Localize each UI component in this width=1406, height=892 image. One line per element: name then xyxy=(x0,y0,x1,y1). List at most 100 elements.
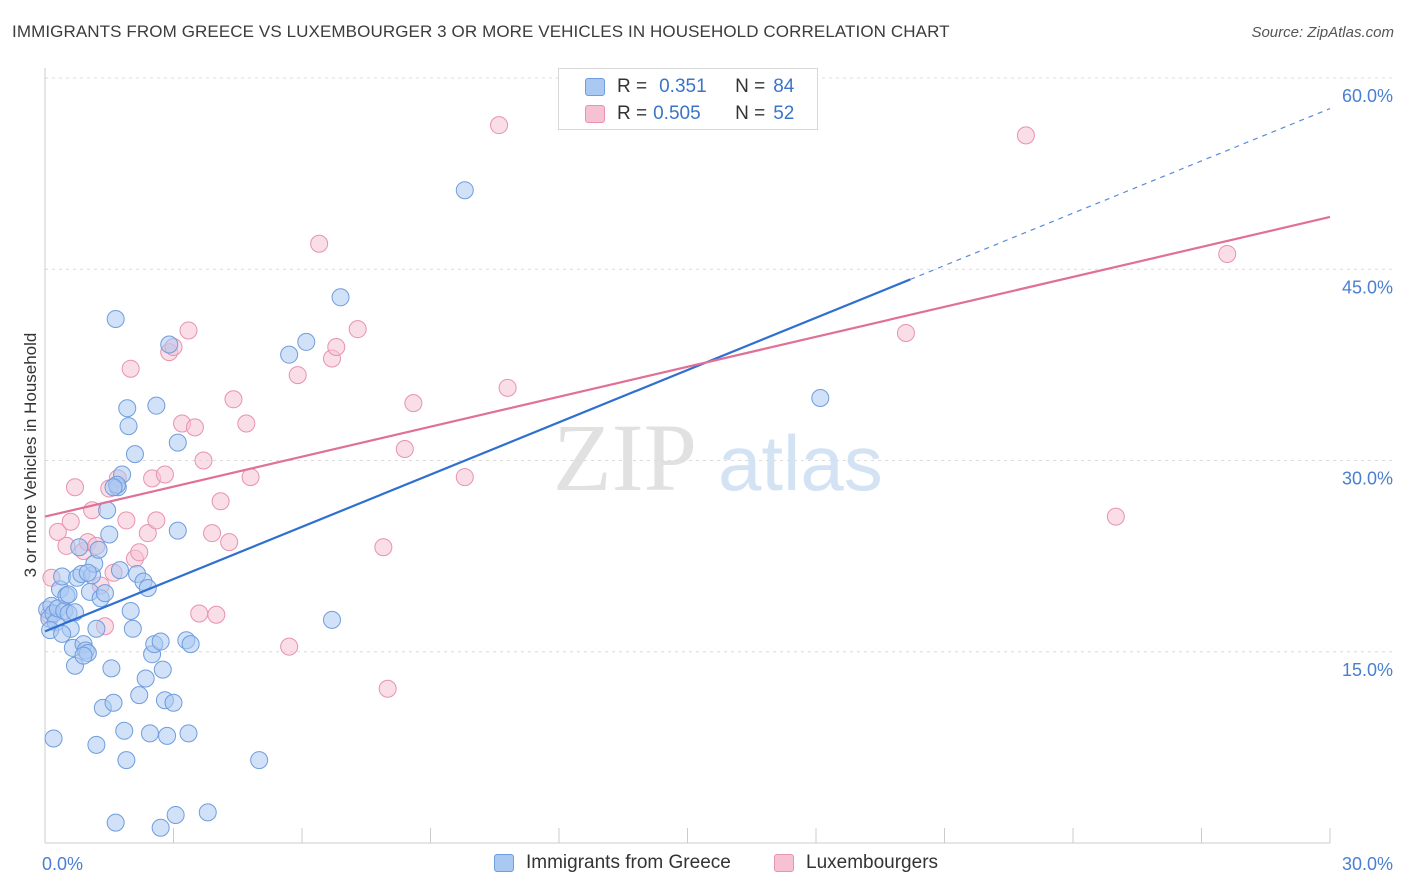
luxembourgers-point xyxy=(117,511,136,530)
legend-item-luxembourgers[interactable]: Luxembourgers xyxy=(774,852,938,874)
luxembourgers-point xyxy=(280,637,299,656)
luxembourgers-point xyxy=(211,492,230,511)
greece-point xyxy=(168,521,187,540)
luxembourgers-point xyxy=(395,440,414,459)
greece-point xyxy=(87,735,106,754)
watermark-atlas: atlas xyxy=(718,419,883,507)
greece-point xyxy=(118,399,137,418)
legend-r-label: R = xyxy=(617,76,648,97)
greece-point xyxy=(158,726,177,745)
greece-point xyxy=(179,724,198,743)
trend-lines xyxy=(44,108,1331,633)
greece-points xyxy=(38,181,830,837)
greece-point xyxy=(280,345,299,364)
y-axis-label: 3 or more Vehicles in Household xyxy=(21,333,40,578)
tick-labels: 15.0% 30.0% 45.0% 60.0% 0.0% 30.0% xyxy=(42,86,1393,874)
greece-point xyxy=(166,805,185,824)
y-tick-label: 30.0% xyxy=(1342,469,1393,489)
luxembourgers-point xyxy=(220,533,239,552)
greece-point xyxy=(168,433,187,452)
luxembourgers-point xyxy=(138,524,157,543)
legend-swatch-pink xyxy=(774,854,794,872)
greece-trend-line xyxy=(44,278,911,633)
greece-point xyxy=(59,585,78,604)
luxembourgers-point xyxy=(498,378,517,397)
legend-r-value: 0.505 xyxy=(653,103,701,124)
luxembourgers-point xyxy=(1016,126,1035,145)
greece-point xyxy=(53,567,72,586)
greece-point xyxy=(297,332,316,351)
greece-point xyxy=(153,660,172,679)
greece-point xyxy=(181,635,200,654)
legend-r-label: R = xyxy=(617,103,648,124)
luxembourgers-point xyxy=(348,320,367,339)
greece-point xyxy=(70,538,89,557)
greece-point xyxy=(136,669,155,688)
stats-legend: R = 0.351 N = 84 R = 0.505 N = 52 xyxy=(558,68,818,130)
luxembourgers-point xyxy=(1218,244,1237,263)
greece-point xyxy=(117,751,136,770)
greece-point xyxy=(102,659,121,678)
greece-point xyxy=(121,601,140,620)
x-tick-label: 30.0% xyxy=(1342,854,1393,874)
luxembourgers-point xyxy=(121,359,140,378)
legend-swatch-blue xyxy=(585,78,605,96)
luxembourgers-point xyxy=(61,512,80,531)
greece-point xyxy=(160,335,179,354)
luxembourgers-point xyxy=(378,679,397,698)
luxembourgers-point xyxy=(310,234,329,253)
x-tick-label: 0.0% xyxy=(42,854,83,874)
luxembourgers-point xyxy=(224,390,243,409)
greece-point xyxy=(811,389,830,408)
luxembourgers-point xyxy=(288,366,307,385)
source-label: Source: ZipAtlas.com xyxy=(1251,24,1394,41)
luxembourgers-point xyxy=(404,394,423,413)
luxembourgers-point xyxy=(1106,507,1125,526)
greece-trend-extension xyxy=(910,108,1331,281)
luxembourgers-point xyxy=(147,511,166,530)
greece-point xyxy=(100,525,119,544)
grid-lines xyxy=(45,77,1392,653)
legend-n-value: 84 xyxy=(773,76,795,97)
legend-label-luxembourgers: Luxembourgers xyxy=(806,852,939,873)
greece-point xyxy=(106,813,125,832)
greece-point xyxy=(104,693,123,712)
chart-title: IMMIGRANTS FROM GREECE VS LUXEMBOURGER 3… xyxy=(12,22,950,41)
greece-point xyxy=(110,561,129,580)
luxembourgers-point xyxy=(130,543,149,562)
greece-point xyxy=(125,445,144,464)
greece-point xyxy=(198,803,217,822)
luxembourgers-point xyxy=(155,465,174,484)
luxembourgers-point xyxy=(203,524,222,543)
luxembourgers-point xyxy=(455,468,474,487)
legend-item-greece[interactable]: Immigrants from Greece xyxy=(494,852,731,874)
legend-row-greece: R = 0.351 N = 84 xyxy=(585,75,794,99)
greece-point xyxy=(322,610,341,629)
greece-point xyxy=(455,181,474,200)
y-tick-label: 45.0% xyxy=(1342,277,1393,297)
legend-swatch-blue xyxy=(494,854,514,872)
greece-point xyxy=(95,584,114,603)
luxembourgers-point xyxy=(207,605,226,624)
luxembourgers-point xyxy=(490,116,509,135)
luxembourgers-point xyxy=(896,324,915,342)
luxembourgers-point xyxy=(237,414,256,433)
legend-n-label: N = xyxy=(735,103,766,124)
y-tick-label: 60.0% xyxy=(1342,86,1393,106)
greece-point xyxy=(140,724,159,743)
luxembourgers-point xyxy=(190,604,209,623)
legend-swatch-pink xyxy=(585,105,605,123)
greece-point xyxy=(164,693,183,712)
greece-point xyxy=(104,478,123,497)
legend-n-label: N = xyxy=(735,76,766,97)
greece-point xyxy=(78,563,97,582)
luxembourgers-trend-line xyxy=(44,215,1331,518)
greece-point xyxy=(74,646,93,665)
greece-point xyxy=(89,540,108,559)
greece-point xyxy=(119,417,138,436)
greece-point xyxy=(87,619,106,638)
luxembourgers-point xyxy=(65,478,84,497)
greece-point xyxy=(106,309,125,328)
luxembourgers-point xyxy=(48,522,67,541)
luxembourgers-point xyxy=(185,418,204,437)
